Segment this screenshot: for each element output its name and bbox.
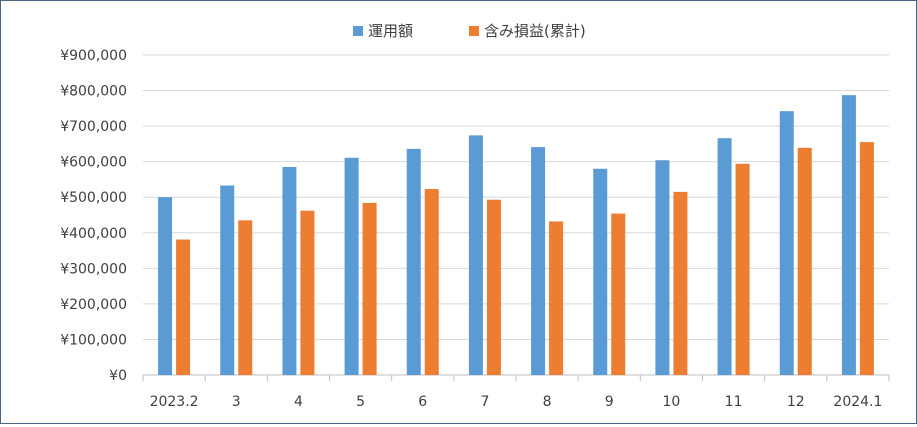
x-tick-label: 2023.2 (150, 394, 199, 410)
x-tick-label: 12 (787, 394, 805, 410)
y-tick-label: ¥500,000 (60, 190, 127, 206)
bar-series-2 (735, 163, 750, 375)
bar-series-2 (362, 202, 377, 375)
bar-series-2 (797, 147, 812, 375)
y-tick-label: ¥400,000 (60, 226, 127, 242)
y-axis-tick-labels: ¥0 ¥100,000 ¥200,000 ¥300,000 ¥400,000 ¥500,0… (60, 48, 127, 384)
legend-swatch (469, 26, 479, 36)
y-tick-label: ¥0 (109, 368, 127, 384)
x-tick-label: 9 (605, 394, 614, 410)
bar-series-2 (549, 221, 564, 375)
legend-label: 含み損益(累計) (484, 22, 586, 40)
x-axis: 2023.2 3 4 5 6 7 8 9 10 11 12 2024.1 (142, 374, 890, 410)
bar-series-2 (238, 220, 253, 375)
y-tick-label: ¥900,000 (60, 48, 127, 64)
y-tick-label: ¥600,000 (60, 155, 127, 171)
x-tick-label: 2024.1 (833, 394, 882, 410)
bar-series-2 (486, 199, 501, 375)
x-tick-label: 10 (663, 394, 681, 410)
bar-series-1 (779, 111, 794, 375)
bar-series-1 (593, 168, 608, 375)
bar-series-2 (424, 189, 439, 375)
bar-series-2 (673, 191, 688, 375)
x-tick-label: 7 (480, 394, 489, 410)
bar-series-1 (282, 167, 297, 375)
bar-series-1 (158, 197, 173, 375)
bar-series-1 (406, 148, 421, 375)
x-tick-label: 5 (356, 394, 365, 410)
y-tick-label: ¥300,000 (60, 261, 127, 277)
y-tick-label: ¥100,000 (60, 332, 127, 348)
bar-series-1 (655, 160, 670, 375)
x-tick-label: 8 (543, 394, 552, 410)
bar-series-1 (531, 147, 546, 375)
bar-series-2 (859, 142, 874, 375)
y-tick-label: ¥700,000 (60, 119, 127, 135)
bars (158, 95, 874, 375)
bar-series-2 (611, 213, 626, 375)
bar-series-1 (344, 157, 359, 375)
y-tick-label: ¥200,000 (60, 297, 127, 313)
x-tick-label: 3 (232, 394, 241, 410)
legend: 運用額 含み損益(累計) (353, 22, 586, 40)
legend-swatch (353, 26, 363, 36)
legend-label: 運用額 (368, 22, 413, 40)
bar-series-1 (841, 95, 856, 375)
bar-series-1 (717, 138, 732, 375)
x-tick-label: 4 (294, 394, 303, 410)
bar-series-2 (176, 239, 191, 375)
y-tick-label: ¥800,000 (60, 84, 127, 100)
gridlines (143, 54, 889, 340)
bar-series-1 (220, 185, 235, 375)
bar-series-1 (468, 135, 483, 375)
x-tick-label: 11 (725, 394, 743, 410)
x-tick-label: 6 (418, 394, 427, 410)
bar-series-2 (300, 210, 315, 375)
